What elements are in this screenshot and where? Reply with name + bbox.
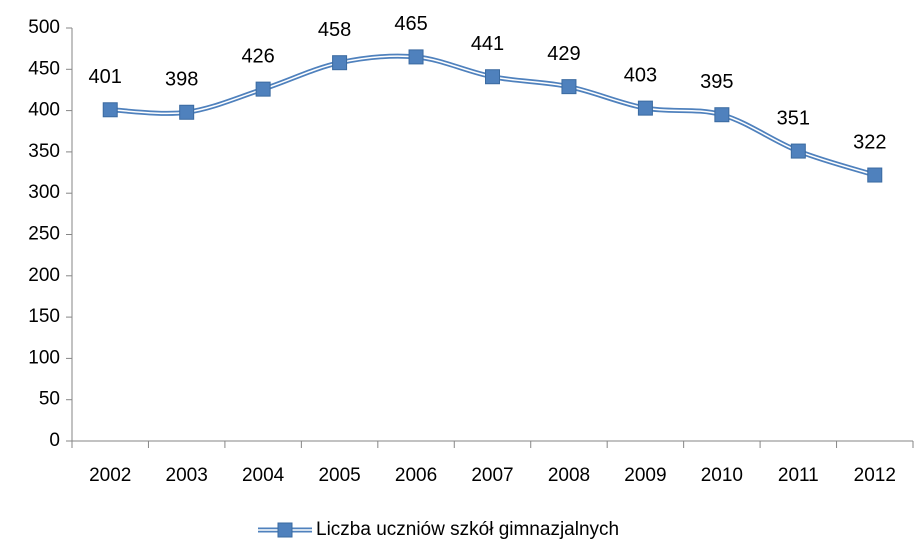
data-label: 429 — [547, 43, 580, 65]
data-label: 441 — [471, 33, 504, 55]
x-tick-label: 2009 — [624, 465, 666, 486]
x-tick-label: 2007 — [471, 465, 513, 486]
y-tick-label: 100 — [28, 347, 60, 368]
point-marker — [255, 81, 271, 97]
y-tick-label: 150 — [28, 306, 60, 327]
x-tick-label: 2002 — [89, 465, 131, 486]
y-tick-label: 350 — [28, 141, 60, 162]
data-label: 465 — [394, 13, 427, 35]
data-label: 322 — [853, 131, 886, 153]
point-marker — [561, 79, 577, 95]
x-tick-label: 2011 — [778, 465, 819, 486]
x-tick-label: 2004 — [242, 465, 285, 486]
data-label: 398 — [165, 69, 198, 91]
data-label: 351 — [777, 107, 810, 129]
point-marker — [790, 143, 806, 159]
data-label: 426 — [241, 45, 274, 67]
point-marker — [102, 102, 118, 118]
y-tick-label: 50 — [39, 389, 60, 410]
y-tick-label: 500 — [28, 17, 60, 38]
data-label: 401 — [89, 66, 122, 88]
y-tick-label: 300 — [28, 182, 60, 203]
x-tick-label: 2010 — [701, 465, 743, 486]
point-marker — [485, 69, 500, 85]
x-tick-label: 2008 — [548, 465, 590, 486]
y-tick-label: 0 — [49, 430, 60, 451]
y-tick-label: 450 — [28, 58, 60, 79]
data-label: 458 — [318, 19, 351, 41]
point-marker — [408, 49, 424, 65]
y-tick-label: 200 — [28, 265, 60, 286]
data-label: 395 — [700, 71, 733, 93]
point-marker — [332, 55, 348, 71]
x-tick-label: 2012 — [854, 465, 896, 486]
legend: Liczba uczniów szkół gimnazjalnych — [258, 519, 619, 540]
y-tick-label: 250 — [28, 224, 60, 245]
legend-label: Liczba uczniów szkół gimnazjalnych — [316, 519, 619, 540]
x-tick-label: 2005 — [318, 465, 360, 486]
data-label: 403 — [624, 64, 657, 86]
x-tick-label: 2006 — [395, 465, 437, 486]
point-marker — [867, 167, 883, 183]
point-marker — [179, 104, 195, 120]
x-tick-label: 2003 — [166, 465, 208, 486]
point-marker — [637, 100, 653, 116]
point-marker — [714, 107, 730, 123]
y-tick-label: 400 — [28, 100, 60, 121]
legend-marker — [277, 522, 293, 538]
